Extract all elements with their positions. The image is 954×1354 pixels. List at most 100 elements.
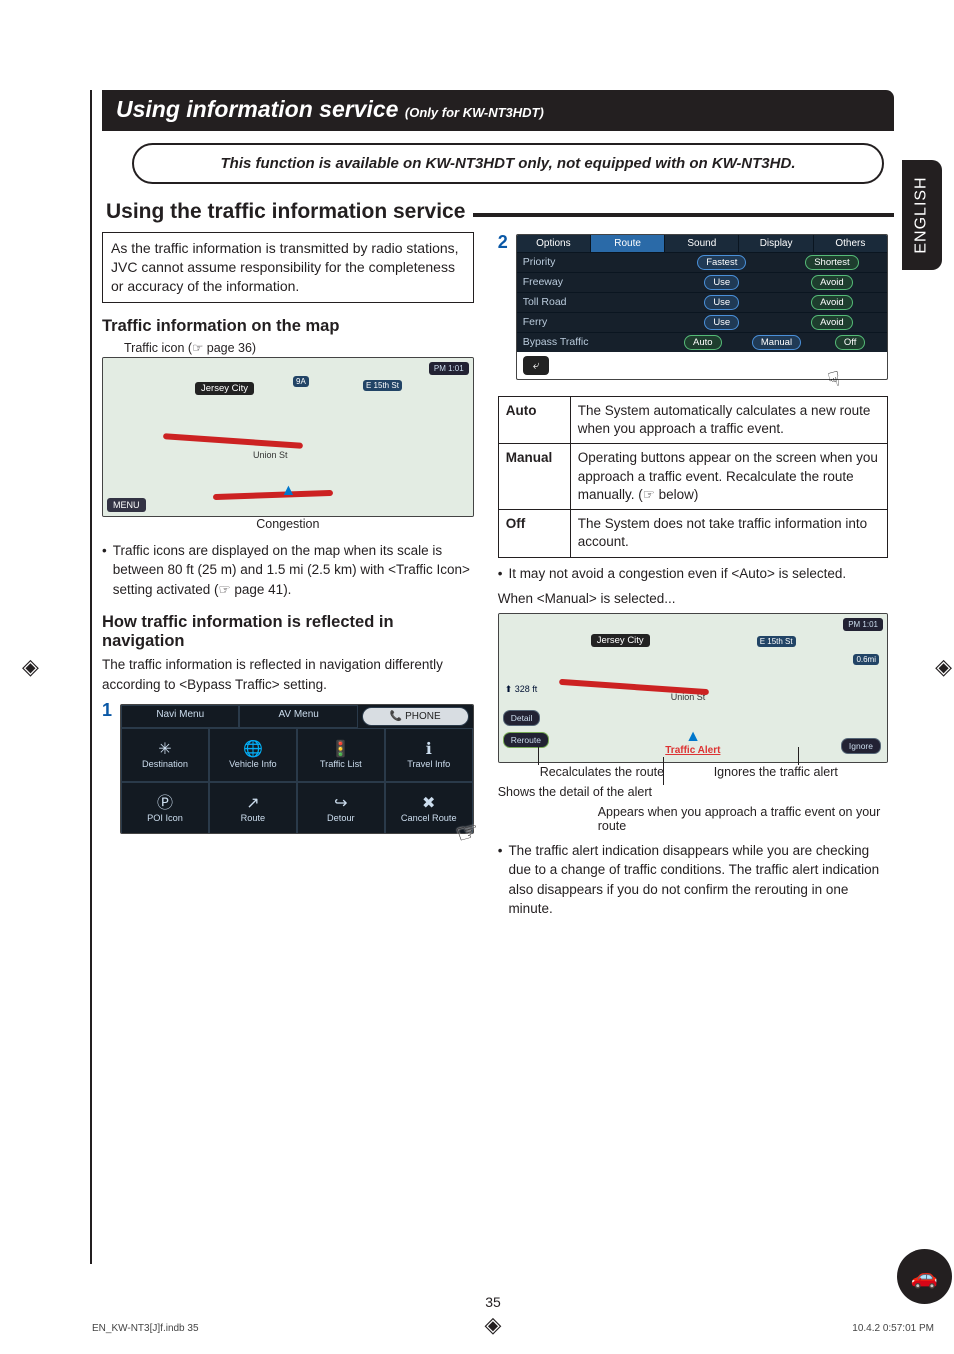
avmenu-tab[interactable]: AV Menu bbox=[239, 705, 357, 728]
opt-shortest[interactable]: Shortest bbox=[805, 255, 858, 270]
traffic-icon-caption: Traffic icon (☞ page 36) bbox=[102, 340, 474, 355]
callout-recalc: Recalculates the route bbox=[540, 765, 664, 779]
globe-icon: 🌐 bbox=[243, 742, 263, 758]
bullet-traffic-icons-text: Traffic icons are displayed on the map w… bbox=[113, 541, 474, 600]
options-tab-options[interactable]: Options bbox=[517, 235, 591, 252]
ignore-button[interactable]: Ignore bbox=[841, 738, 881, 754]
detail-button[interactable]: Detail bbox=[503, 710, 541, 726]
menu-item-poi-icon[interactable]: ⓅPOI Icon bbox=[121, 782, 209, 834]
map-street-label: Union St bbox=[253, 450, 288, 460]
opt-row-tollroad: Toll Road bbox=[517, 293, 667, 312]
opt-bypass-manual[interactable]: Manual bbox=[752, 335, 801, 350]
registration-mark-left: ◈ bbox=[22, 654, 39, 680]
car-icon: 🚗 bbox=[897, 1249, 952, 1304]
opt-row-priority: Priority bbox=[517, 253, 667, 272]
bullet-dot-icon: • bbox=[498, 564, 503, 584]
congestion-line bbox=[559, 678, 709, 694]
when-manual-label: When <Manual> is selected... bbox=[498, 589, 888, 609]
language-tab: ENGLISH bbox=[902, 160, 942, 270]
vehicle-marker-icon: ▲ bbox=[280, 482, 296, 500]
phone-tab[interactable]: 📞 PHONE bbox=[362, 707, 469, 726]
map-screenshot-manual: PM 1:01 Jersey City Union St E 15th St 0… bbox=[498, 613, 888, 763]
opt-fastest[interactable]: Fastest bbox=[697, 255, 746, 270]
section-heading: Using the traffic information service bbox=[106, 200, 473, 224]
map-city-label: Jersey City bbox=[591, 634, 650, 647]
menu-item-traffic-list[interactable]: 🚦Traffic List bbox=[297, 728, 385, 782]
opt-ferry-avoid[interactable]: Avoid bbox=[811, 315, 853, 330]
tbl-key-manual: Manual bbox=[498, 444, 570, 510]
bullet-disappear: • The traffic alert indication disappear… bbox=[498, 841, 888, 919]
menu-item-destination[interactable]: ✳︎Destination bbox=[121, 728, 209, 782]
reflected-paragraph: The traffic information is reflected in … bbox=[102, 655, 474, 694]
tbl-val-off: The System does not take traffic informa… bbox=[570, 510, 887, 557]
tbl-val-auto: The System automatically calculates a ne… bbox=[570, 397, 887, 444]
opt-bypass-auto[interactable]: Auto bbox=[684, 335, 722, 350]
footer-right: 10.4.2 0:57:01 PM bbox=[852, 1323, 934, 1334]
bullet-dot-icon: • bbox=[498, 841, 503, 919]
footer-left: EN_KW-NT3[J]f.indb 35 bbox=[92, 1323, 199, 1334]
step-number-1: 1 bbox=[102, 700, 112, 834]
dist-badge: 0.6mi bbox=[853, 654, 879, 665]
menu-item-detour[interactable]: ↪︎Detour bbox=[297, 782, 385, 834]
step-number-2: 2 bbox=[498, 232, 508, 390]
road-shield-icon: E 15th St bbox=[757, 636, 796, 647]
dist-readout: ⬆ 328 ft bbox=[505, 684, 538, 695]
options-back-button[interactable]: ⤶ bbox=[523, 356, 550, 375]
menu-item-vehicle-info[interactable]: 🌐Vehicle Info bbox=[209, 728, 297, 782]
options-tab-others[interactable]: Others bbox=[814, 235, 887, 252]
bullet-auto-note-text: It may not avoid a congestion even if <A… bbox=[508, 564, 846, 584]
page-title-bar: Using information service (Only for KW-N… bbox=[102, 90, 894, 131]
bullet-disappear-text: The traffic alert indication disappears … bbox=[508, 841, 888, 919]
section-heading-row: Using the traffic information service bbox=[106, 200, 894, 224]
opt-row-bypass: Bypass Traffic bbox=[517, 333, 666, 352]
menu-item-route[interactable]: ↗︎Route bbox=[209, 782, 297, 834]
bullet-traffic-icons: • Traffic icons are displayed on the map… bbox=[102, 541, 474, 600]
reroute-button[interactable]: Reroute bbox=[503, 732, 549, 748]
callout-ignores: Ignores the traffic alert bbox=[714, 765, 838, 779]
bullet-auto-note: • It may not avoid a congestion even if … bbox=[498, 564, 888, 584]
map-menu-button[interactable]: MENU bbox=[107, 498, 146, 512]
navi-menu-screenshot: Navi Menu AV Menu 📞 PHONE ✳︎Destination … bbox=[120, 704, 474, 834]
opt-ferry-use[interactable]: Use bbox=[704, 315, 739, 330]
options-tab-route[interactable]: Route bbox=[591, 235, 665, 252]
tbl-key-auto: Auto bbox=[498, 397, 570, 444]
options-tab-sound[interactable]: Sound bbox=[665, 235, 739, 252]
opt-toll-use[interactable]: Use bbox=[704, 295, 739, 310]
cursor-hand-icon: ☟ bbox=[826, 366, 842, 380]
map-city-label: Jersey City bbox=[195, 382, 254, 395]
callout-appears: Appears when you approach a traffic even… bbox=[598, 805, 888, 833]
page-title-suffix: (Only for KW-NT3HDT) bbox=[405, 105, 544, 120]
options-screenshot: Options Route Sound Display Others Prior… bbox=[516, 234, 888, 380]
page-title: Using information service bbox=[116, 96, 398, 122]
left-column: As the traffic information is transmitte… bbox=[102, 232, 474, 923]
bullet-dot-icon: • bbox=[102, 541, 107, 600]
page-frame: ◈ ◈ ◈ ENGLISH 🚗 Using information servic… bbox=[90, 90, 894, 1264]
opt-freeway-use[interactable]: Use bbox=[704, 275, 739, 290]
navimenu-tab[interactable]: Navi Menu bbox=[121, 705, 239, 728]
traffic-alert-label: Traffic Alert bbox=[665, 745, 720, 756]
options-tab-display[interactable]: Display bbox=[739, 235, 813, 252]
opt-toll-avoid[interactable]: Avoid bbox=[811, 295, 853, 310]
opt-bypass-off[interactable]: Off bbox=[835, 335, 866, 350]
tbl-val-manual: Operating buttons appear on the screen w… bbox=[570, 444, 887, 510]
traffic-icon: 🚦 bbox=[331, 742, 351, 758]
map-screenshot-1: PM 1:01 Jersey City Union St 9A E 15th S… bbox=[102, 357, 474, 517]
route-icon: ↗︎ bbox=[246, 796, 259, 812]
tbl-key-off: Off bbox=[498, 510, 570, 557]
bypass-traffic-table: AutoThe System automatically calculates … bbox=[498, 396, 888, 558]
opt-row-freeway: Freeway bbox=[517, 273, 667, 292]
map-clock: PM 1:01 bbox=[843, 618, 883, 631]
info-icon: ℹ︎ bbox=[426, 742, 432, 758]
map-clock: PM 1:01 bbox=[429, 362, 469, 375]
callout-shows: Shows the detail of the alert bbox=[498, 785, 652, 799]
availability-note: This function is available on KW-NT3HDT … bbox=[132, 143, 884, 184]
vehicle-marker-icon: ▲ bbox=[685, 728, 701, 746]
congestion-line bbox=[163, 433, 303, 449]
destination-icon: ✳︎ bbox=[158, 742, 171, 758]
page-number: 35 bbox=[485, 1294, 501, 1310]
poi-icon: Ⓟ bbox=[157, 796, 173, 812]
opt-freeway-avoid[interactable]: Avoid bbox=[811, 275, 853, 290]
menu-item-travel-info[interactable]: ℹ︎Travel Info bbox=[385, 728, 473, 782]
opt-row-ferry: Ferry bbox=[517, 313, 667, 332]
registration-mark-bottom: ◈ bbox=[485, 1312, 502, 1338]
